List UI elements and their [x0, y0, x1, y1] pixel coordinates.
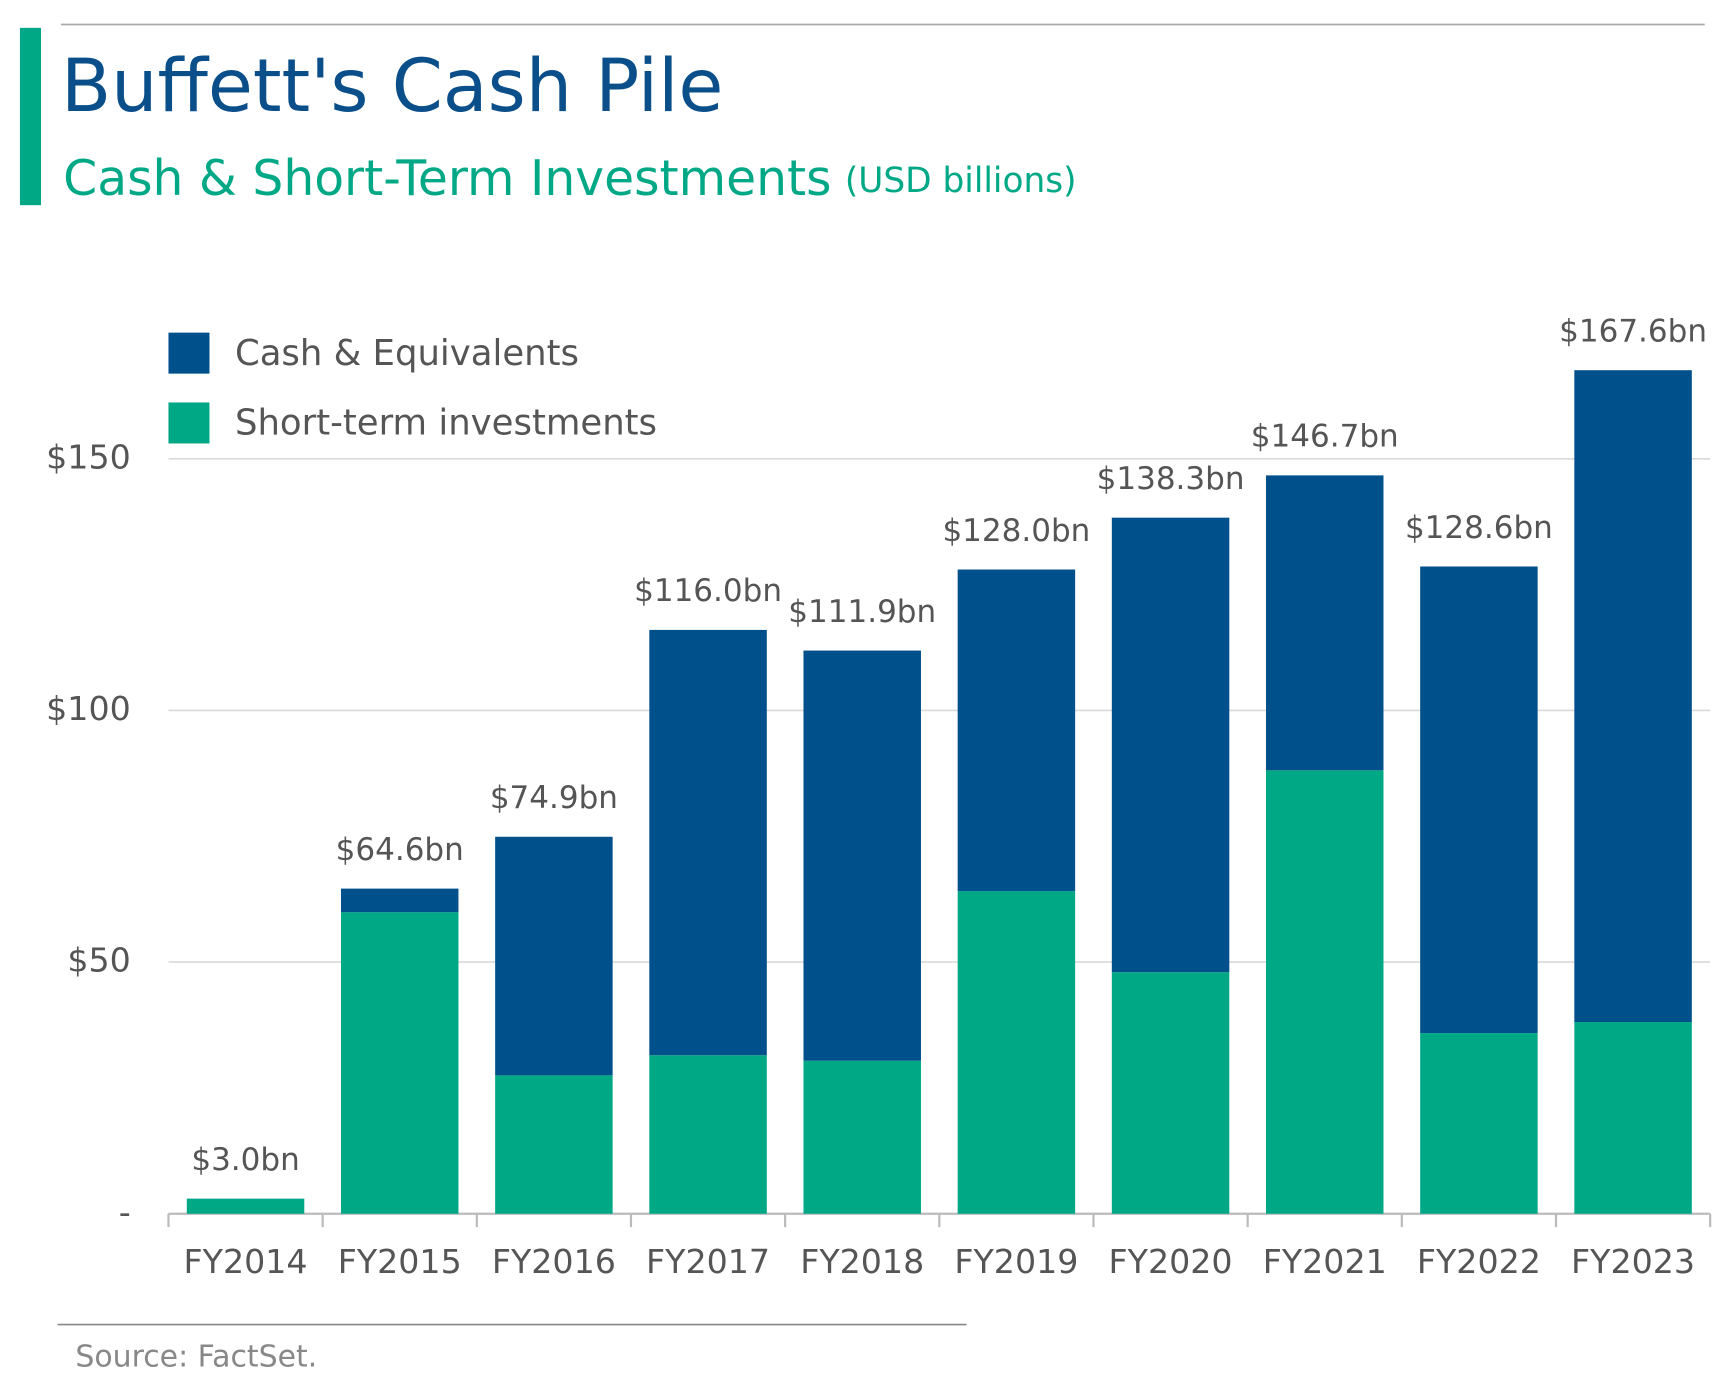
x-tick-label: FY2014 [184, 1242, 308, 1281]
subtitle-main: Cash & Short-Term Investments [63, 151, 831, 207]
y-tick-label: $150 [46, 437, 131, 476]
bar-segment [340, 912, 459, 1214]
x-tick-label: FY2017 [646, 1242, 770, 1281]
bar-segment [1574, 370, 1692, 1022]
bar-segment [1574, 1021, 1692, 1214]
x-tick-label: FY2022 [1417, 1242, 1541, 1281]
bar-segment [1111, 972, 1230, 1214]
legend-swatch [168, 402, 210, 444]
bar-segment [495, 1075, 613, 1214]
bar-segment [495, 836, 613, 1076]
total-label: $3.0bn [191, 1142, 299, 1178]
bar-segment [1265, 770, 1384, 1214]
x-tick-label: FY2020 [1109, 1242, 1233, 1281]
source: Source: FactSet. [75, 1339, 317, 1374]
total-label: $64.6bn [336, 832, 464, 868]
bar-segment [340, 888, 459, 913]
bar-segment [957, 891, 1076, 1214]
y-tick-label: $50 [67, 941, 130, 980]
bar-segment [803, 650, 921, 1061]
total-label: $128.6bn [1405, 510, 1553, 546]
bar-segment [186, 1198, 305, 1214]
y-tick-label: - [119, 1192, 131, 1231]
total-label: $167.6bn [1559, 314, 1707, 350]
total-label: $116.0bn [634, 573, 782, 609]
x-tick-label: FY2015 [338, 1242, 462, 1281]
bar-segment [1420, 1033, 1538, 1214]
total-label: $111.9bn [788, 594, 936, 630]
bar-segment [649, 629, 767, 1056]
total-label: $146.7bn [1251, 419, 1399, 455]
bar-segment [649, 1055, 767, 1214]
bar-segment [1420, 566, 1538, 1034]
chart-subtitle: Cash & Short-Term Investments (USD billio… [63, 151, 1076, 207]
legend-swatch [168, 332, 210, 374]
accent-bar [19, 27, 42, 206]
x-tick-label: FY2019 [954, 1242, 1078, 1281]
legend-label: Short-term investments [235, 403, 657, 444]
chart-title: Buffett's Cash Pile [61, 44, 723, 129]
subtitle-unit: (USD billions) [845, 160, 1077, 200]
y-tick-label: $100 [46, 689, 131, 728]
x-tick-label: FY2023 [1571, 1242, 1695, 1281]
legend-label: Cash & Equivalents [235, 333, 579, 374]
bar-segment [803, 1060, 921, 1214]
x-tick-label: FY2016 [492, 1242, 616, 1281]
total-label: $74.9bn [490, 780, 618, 816]
bar-segment [957, 569, 1076, 892]
x-tick-label: FY2021 [1263, 1242, 1387, 1281]
x-tick-label: FY2018 [800, 1242, 924, 1281]
total-label: $138.3bn [1097, 461, 1245, 497]
bar-segment [1111, 517, 1230, 973]
bar-segment [1265, 475, 1384, 771]
total-label: $128.0bn [942, 513, 1090, 549]
